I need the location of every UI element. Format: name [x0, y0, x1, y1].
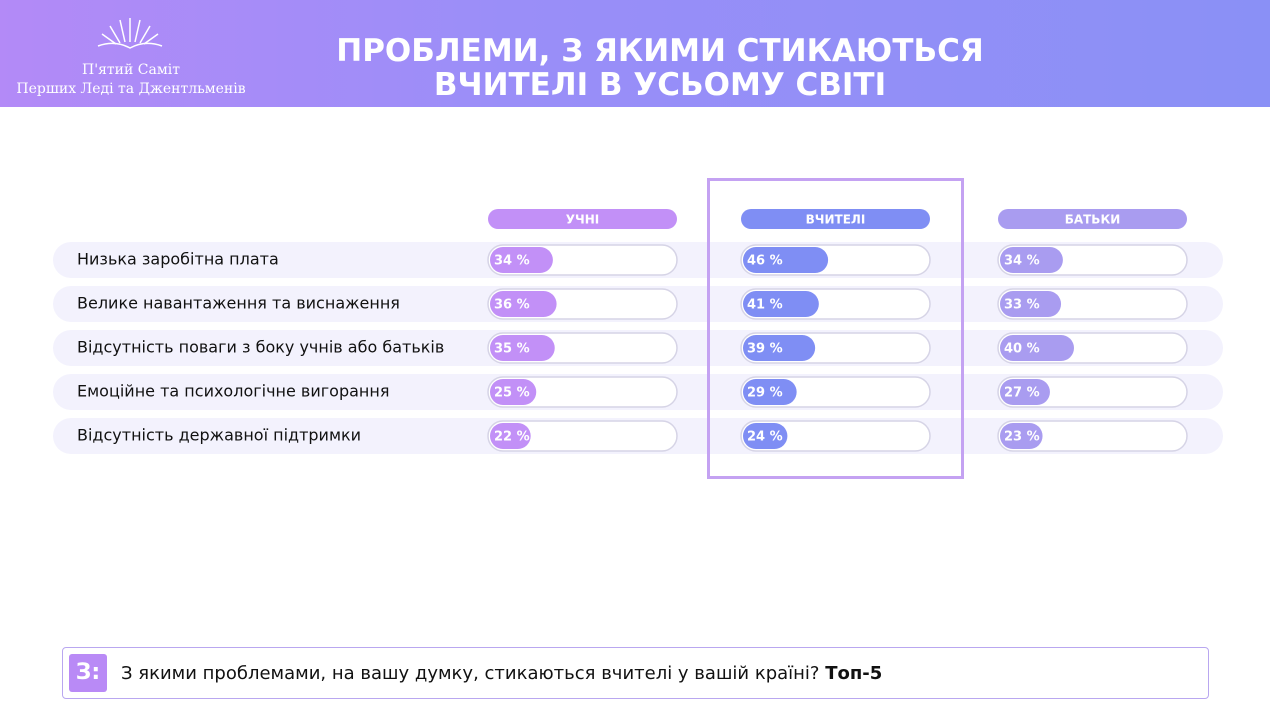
question-emphasis: Топ-5	[825, 663, 883, 684]
series-header	[488, 209, 677, 229]
value-label: 39 %	[747, 342, 783, 357]
legend-label: ВЧИТЕЛІ	[806, 213, 866, 227]
bar	[490, 335, 555, 361]
category-label: Низька заробітна плата	[77, 250, 279, 269]
value-label: 25 %	[494, 386, 530, 401]
series-header	[998, 209, 1187, 229]
bar	[490, 291, 557, 317]
question-text: З якими проблемами, на вашу думку, стика…	[121, 663, 882, 684]
category-label: Відсутність поваги з боку учнів або бать…	[77, 338, 444, 357]
title: ПРОБЛЕМИ, З ЯКИМИ СТИКАЮТЬСЯ ВЧИТЕЛІ В У…	[336, 33, 984, 103]
logo-text: П'ятий Саміт	[82, 62, 180, 78]
question-badge: З:	[69, 654, 107, 692]
bar	[743, 335, 816, 361]
value-label: 34 %	[494, 254, 530, 269]
bar	[490, 247, 553, 273]
header: П'ятий Саміт Перших Леді та Джентльменів…	[0, 0, 1270, 107]
bar	[1000, 291, 1062, 317]
bar-track	[487, 376, 678, 408]
bar-track	[997, 420, 1188, 452]
highlight-box	[707, 178, 964, 479]
bar	[743, 247, 829, 273]
bar	[1000, 379, 1050, 405]
value-label: 27 %	[1004, 386, 1040, 401]
value-label: 33 %	[1004, 298, 1040, 313]
question-box: З: З якими проблемами, на вашу думку, ст…	[62, 647, 1209, 699]
logo-icon	[97, 18, 163, 49]
bar	[1000, 247, 1063, 273]
category-label: Емоційне та психологічне вигорання	[77, 382, 389, 401]
value-label: 35 %	[494, 342, 530, 357]
bar	[743, 379, 797, 405]
value-label: 29 %	[747, 386, 783, 401]
value-label: 24 %	[747, 430, 783, 445]
bar	[490, 423, 531, 449]
legend-label: УЧНІ	[566, 213, 599, 227]
bar	[1000, 335, 1074, 361]
question: З якими проблемами, на вашу думку, стика…	[121, 663, 820, 684]
value-label: 36 %	[494, 298, 530, 313]
category-label: Велике навантаження та виснаження	[77, 294, 400, 313]
bar-track	[487, 420, 678, 452]
value-label: 41 %	[747, 298, 783, 313]
value-label: 40 %	[1004, 342, 1040, 357]
legend-label: БАТЬКИ	[1065, 213, 1121, 227]
bar	[490, 379, 537, 405]
chart: Низька заробітна плата Велике навантаженн…	[53, 178, 1223, 479]
value-label: 46 %	[747, 254, 783, 269]
bar	[1000, 423, 1043, 449]
category-label: Відсутність державної підтримки	[77, 426, 361, 445]
value-label: 22 %	[494, 430, 530, 445]
value-label: 34 %	[1004, 254, 1040, 269]
bar	[743, 423, 788, 449]
bar	[743, 291, 819, 317]
series-header	[741, 209, 930, 229]
value-label: 23 %	[1004, 430, 1040, 445]
bar-track	[740, 420, 931, 452]
logo-text: Перших Леді та Джентльменів	[16, 81, 246, 97]
